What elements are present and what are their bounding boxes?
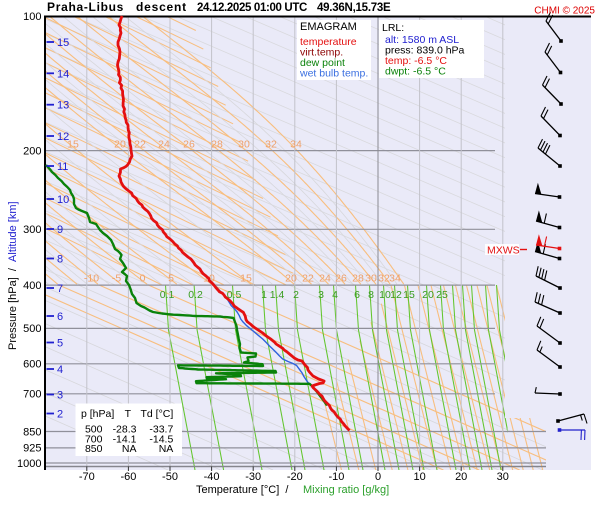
- svg-text:8: 8: [368, 289, 374, 301]
- svg-text:1.4: 1.4: [270, 289, 285, 301]
- svg-text:26: 26: [335, 273, 347, 285]
- svg-text:0.1: 0.1: [160, 289, 175, 301]
- svg-text:8: 8: [57, 254, 63, 266]
- svg-text:-10: -10: [328, 471, 344, 483]
- svg-text:5: 5: [57, 338, 63, 350]
- svg-text:15: 15: [240, 273, 252, 285]
- svg-text:32: 32: [265, 139, 277, 151]
- svg-text:MXWS: MXWS: [487, 245, 520, 257]
- svg-text:-5: -5: [112, 273, 121, 285]
- svg-text:12: 12: [390, 289, 402, 301]
- svg-text:NA: NA: [122, 443, 137, 455]
- svg-text:3: 3: [318, 289, 324, 301]
- svg-text:22: 22: [302, 273, 314, 285]
- svg-text:300: 300: [23, 224, 41, 236]
- svg-text:0: 0: [140, 273, 146, 285]
- svg-text:-20: -20: [287, 471, 303, 483]
- svg-text:13: 13: [57, 100, 69, 112]
- svg-text:0: 0: [375, 471, 381, 483]
- svg-text:34: 34: [389, 273, 401, 285]
- svg-text:24: 24: [319, 273, 331, 285]
- svg-text:49.36N,15.73E: 49.36N,15.73E: [317, 2, 391, 14]
- svg-text:30: 30: [497, 471, 509, 483]
- svg-text:descent: descent: [136, 0, 187, 14]
- svg-text:925: 925: [23, 443, 41, 455]
- svg-text:14: 14: [57, 68, 69, 80]
- svg-text:28: 28: [352, 273, 364, 285]
- svg-text:Mixing ratio [g/kg]: Mixing ratio [g/kg]: [303, 484, 389, 496]
- svg-text:7: 7: [57, 283, 63, 295]
- svg-text:24.12.2025 01:00 UTC: 24.12.2025 01:00 UTC: [197, 2, 307, 14]
- svg-text:20: 20: [114, 139, 126, 151]
- svg-text:EMAGRAM: EMAGRAM: [300, 21, 357, 33]
- svg-text:Praha-Libus: Praha-Libus: [47, 0, 124, 14]
- svg-text:15: 15: [57, 37, 69, 49]
- svg-text:850: 850: [85, 443, 103, 455]
- svg-text:Pressure [hPa] / Altitude [k: Pressure [hPa] / Altitude [km]: [7, 201, 19, 350]
- svg-text:28: 28: [211, 139, 223, 151]
- svg-text:11: 11: [57, 161, 68, 173]
- svg-text:5: 5: [168, 273, 174, 285]
- svg-text:-30: -30: [245, 471, 261, 483]
- svg-text:850: 850: [23, 426, 41, 438]
- svg-text:wet bulb temp.: wet bulb temp.: [299, 68, 368, 80]
- svg-text:2: 2: [293, 289, 299, 301]
- svg-text:-50: -50: [162, 471, 178, 483]
- svg-text:400: 400: [23, 280, 41, 292]
- svg-text:24: 24: [158, 139, 170, 151]
- svg-text:4: 4: [57, 364, 63, 376]
- svg-text:26: 26: [183, 139, 195, 151]
- svg-text:CHMI © 2025: CHMI © 2025: [534, 6, 595, 17]
- svg-text:-60: -60: [120, 471, 136, 483]
- svg-text:700: 700: [23, 389, 41, 401]
- svg-text:Temperature [°C] /: Temperature [°C] /: [196, 484, 289, 496]
- svg-text:20: 20: [455, 471, 467, 483]
- svg-text:-70: -70: [79, 471, 95, 483]
- svg-text:200: 200: [23, 145, 41, 157]
- svg-text:22: 22: [134, 139, 146, 151]
- svg-text:1000: 1000: [17, 458, 41, 470]
- svg-text:9: 9: [57, 224, 63, 236]
- svg-text:-40: -40: [204, 471, 220, 483]
- svg-text:LRL:: LRL:: [382, 22, 404, 34]
- svg-text:2: 2: [57, 409, 63, 421]
- svg-text:NA: NA: [159, 443, 174, 455]
- svg-text:100: 100: [23, 11, 41, 23]
- svg-text:34: 34: [290, 139, 302, 151]
- svg-text:3: 3: [57, 390, 63, 402]
- svg-text:-10: -10: [84, 273, 99, 285]
- svg-text:20: 20: [285, 273, 297, 285]
- svg-text:30: 30: [238, 139, 250, 151]
- svg-text:10: 10: [413, 471, 425, 483]
- svg-text:12: 12: [57, 131, 69, 143]
- svg-text:10: 10: [57, 194, 69, 206]
- svg-text:30: 30: [365, 273, 377, 285]
- svg-text:25: 25: [436, 289, 448, 301]
- svg-text:6: 6: [354, 289, 360, 301]
- svg-text:0.2: 0.2: [188, 289, 203, 301]
- svg-text:1: 1: [261, 289, 267, 301]
- svg-text:6: 6: [57, 311, 63, 323]
- svg-text:500: 500: [23, 323, 41, 335]
- svg-text:600: 600: [23, 359, 41, 371]
- svg-text:15: 15: [403, 289, 415, 301]
- svg-text:4: 4: [332, 289, 338, 301]
- svg-text:p [hPa]: p [hPa]: [81, 408, 114, 420]
- svg-text:20: 20: [422, 289, 434, 301]
- svg-text:T: T: [125, 408, 132, 420]
- svg-text:Td [°C]: Td [°C]: [141, 408, 174, 420]
- svg-text:dwpt: -6.5 °C: dwpt: -6.5 °C: [385, 66, 446, 78]
